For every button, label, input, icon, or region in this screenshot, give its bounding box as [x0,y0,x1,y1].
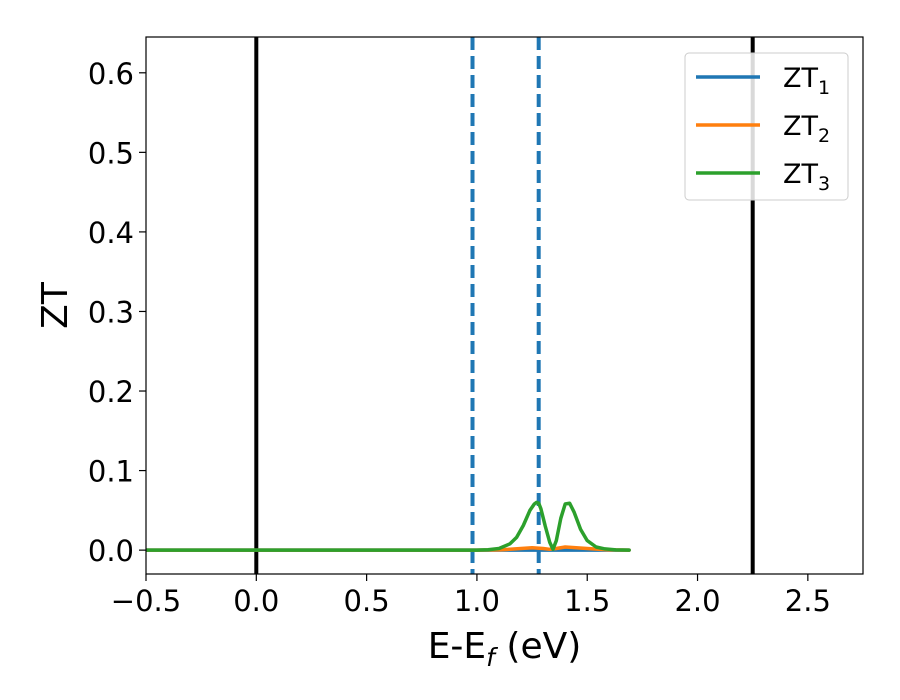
x-tick-label-5: 2.0 [674,584,720,618]
legend-box [684,52,849,201]
x-tick-label-4: 1.5 [564,584,610,618]
reference-lines [254,37,755,574]
x-tick-label-3: 1.0 [454,584,500,618]
x-tick-label-2: 0.5 [344,584,390,618]
y-tick-label-3: 0.3 [88,295,134,329]
series-lines [146,500,631,552]
y-tick-label-2: 0.2 [88,375,134,409]
legend: ZT1 ZT2 ZT3 [684,52,849,201]
x-tick-label-0: −0.5 [111,584,181,618]
legend-label-3: ZT3 [783,159,830,195]
y-tick-label-4: 0.4 [88,216,134,250]
x-tick-label-6: 2.5 [785,584,831,618]
y-tick-label-5: 0.5 [88,136,134,170]
y-tick-label-0: 0.0 [88,534,134,568]
y-tick-label-6: 0.6 [88,57,134,91]
plot-frame [145,36,864,575]
series-line-3 [146,500,631,552]
y-axis-label: ZT [35,281,76,329]
y-tick-label-1: 0.1 [88,455,134,489]
x-tick-label-1: 0.0 [233,584,279,618]
legend-label-1: ZT1 [783,63,830,99]
legend-label-2: ZT2 [783,111,830,147]
x-axis-label: E-Ef (eV) [428,626,582,672]
axes: −0.5 0.0 0.5 1.0 1.5 2.0 2.5 0.0 0.1 0.2 0.3 0.4 0.5… [35,36,864,672]
